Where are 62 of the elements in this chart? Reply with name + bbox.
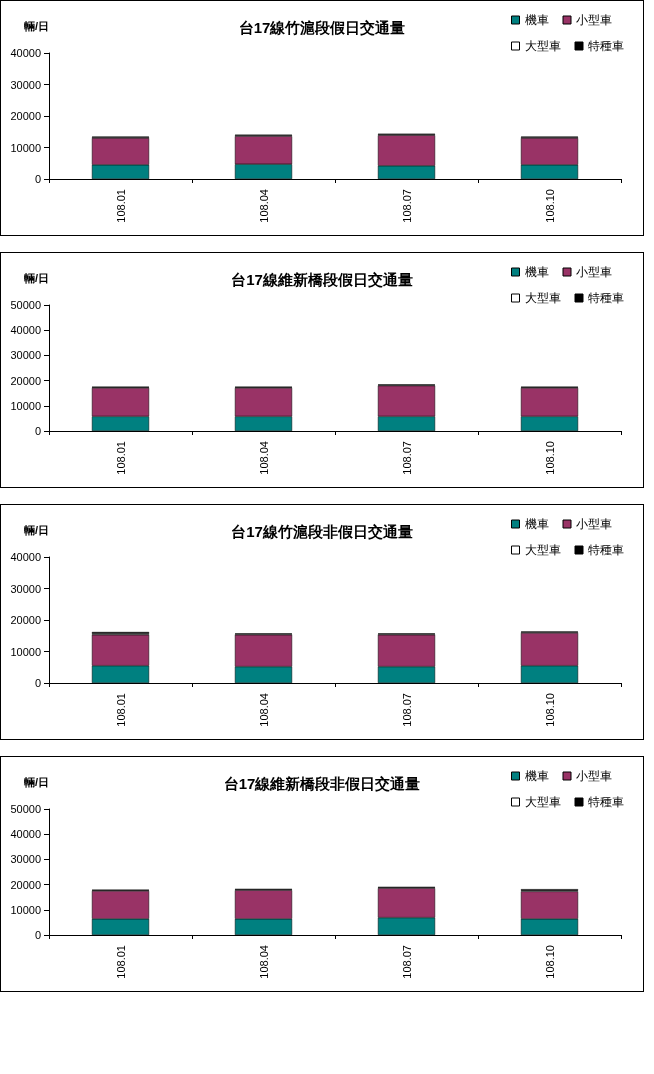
legend-label: 機車 [524, 769, 549, 783]
x-tick-label: 108.01 [114, 693, 127, 727]
y-tick-label: 20000 [10, 110, 41, 122]
y-tick-label: 40000 [10, 551, 41, 563]
y-tick-label: 50000 [10, 803, 41, 815]
y-tick-label: 20000 [10, 878, 41, 891]
y-tick-label: 20000 [10, 614, 41, 626]
legend-label: 機車 [524, 517, 549, 531]
legend-label: 特種車 [588, 795, 624, 809]
x-tick-label: 108.10 [543, 189, 556, 223]
chart-title: 台17線維新橋段假日交通量 [231, 271, 413, 288]
y-tick-label: 40000 [10, 324, 41, 337]
y-tick-label: 30000 [10, 853, 41, 866]
x-tick-label: 108.07 [400, 693, 413, 727]
y-axis-title: 輛/日 [22, 19, 49, 32]
y-tick-label: 10000 [10, 645, 41, 658]
chart-title: 台17線維新橋段非假日交通量 [223, 775, 421, 792]
y-tick-label: 20000 [10, 374, 41, 387]
x-tick-label: 108.07 [400, 189, 413, 223]
x-tick-label: 108.01 [114, 441, 127, 475]
legend-label: 小型車 [576, 517, 612, 531]
legend-label: 特種車 [588, 291, 624, 305]
legend-label: 大型車 [524, 543, 561, 557]
y-tick-label: 0 [34, 677, 41, 689]
y-tick-label: 30000 [10, 349, 41, 362]
x-tick-label: 108.04 [257, 945, 270, 979]
x-tick-label: 108.10 [543, 693, 556, 727]
legend-label: 特種車 [588, 39, 624, 53]
legend-label: 機車 [524, 13, 549, 27]
x-tick-label: 108.01 [114, 945, 127, 979]
y-tick-label: 30000 [10, 78, 41, 91]
chart-title: 台17線竹滬段非假日交通量 [231, 523, 413, 540]
x-tick-label: 108.01 [114, 189, 127, 223]
y-tick-label: 40000 [10, 47, 41, 59]
y-tick-label: 10000 [10, 399, 41, 412]
legend-label: 小型車 [576, 769, 612, 783]
y-axis-title: 輛/日 [22, 775, 49, 788]
y-tick-label: 50000 [10, 299, 41, 311]
legend-label: 小型車 [576, 265, 612, 279]
y-axis-title: 輛/日 [22, 523, 49, 536]
x-tick-label: 108.07 [400, 441, 413, 475]
legend-label: 機車 [524, 265, 549, 279]
x-tick-label: 108.10 [543, 441, 556, 475]
x-tick-label: 108.10 [543, 945, 556, 979]
y-tick-label: 10000 [10, 141, 41, 154]
x-tick-label: 108.04 [257, 693, 270, 727]
legend-label: 特種車 [588, 543, 624, 557]
x-tick-label: 108.04 [257, 441, 270, 475]
legend-label: 大型車 [524, 291, 561, 305]
chart-title: 台17線竹滬段假日交通量 [238, 19, 406, 36]
y-tick-label: 0 [34, 929, 41, 941]
legend-label: 小型車 [576, 13, 612, 27]
y-tick-label: 0 [34, 425, 41, 437]
y-tick-label: 10000 [10, 903, 41, 916]
y-tick-label: 0 [34, 173, 41, 185]
x-tick-label: 108.07 [400, 945, 413, 979]
y-tick-label: 40000 [10, 828, 41, 841]
y-axis-title: 輛/日 [22, 271, 49, 284]
x-tick-label: 108.04 [257, 189, 270, 223]
y-tick-label: 30000 [10, 582, 41, 595]
legend-label: 大型車 [524, 39, 561, 53]
legend-label: 大型車 [524, 795, 561, 809]
